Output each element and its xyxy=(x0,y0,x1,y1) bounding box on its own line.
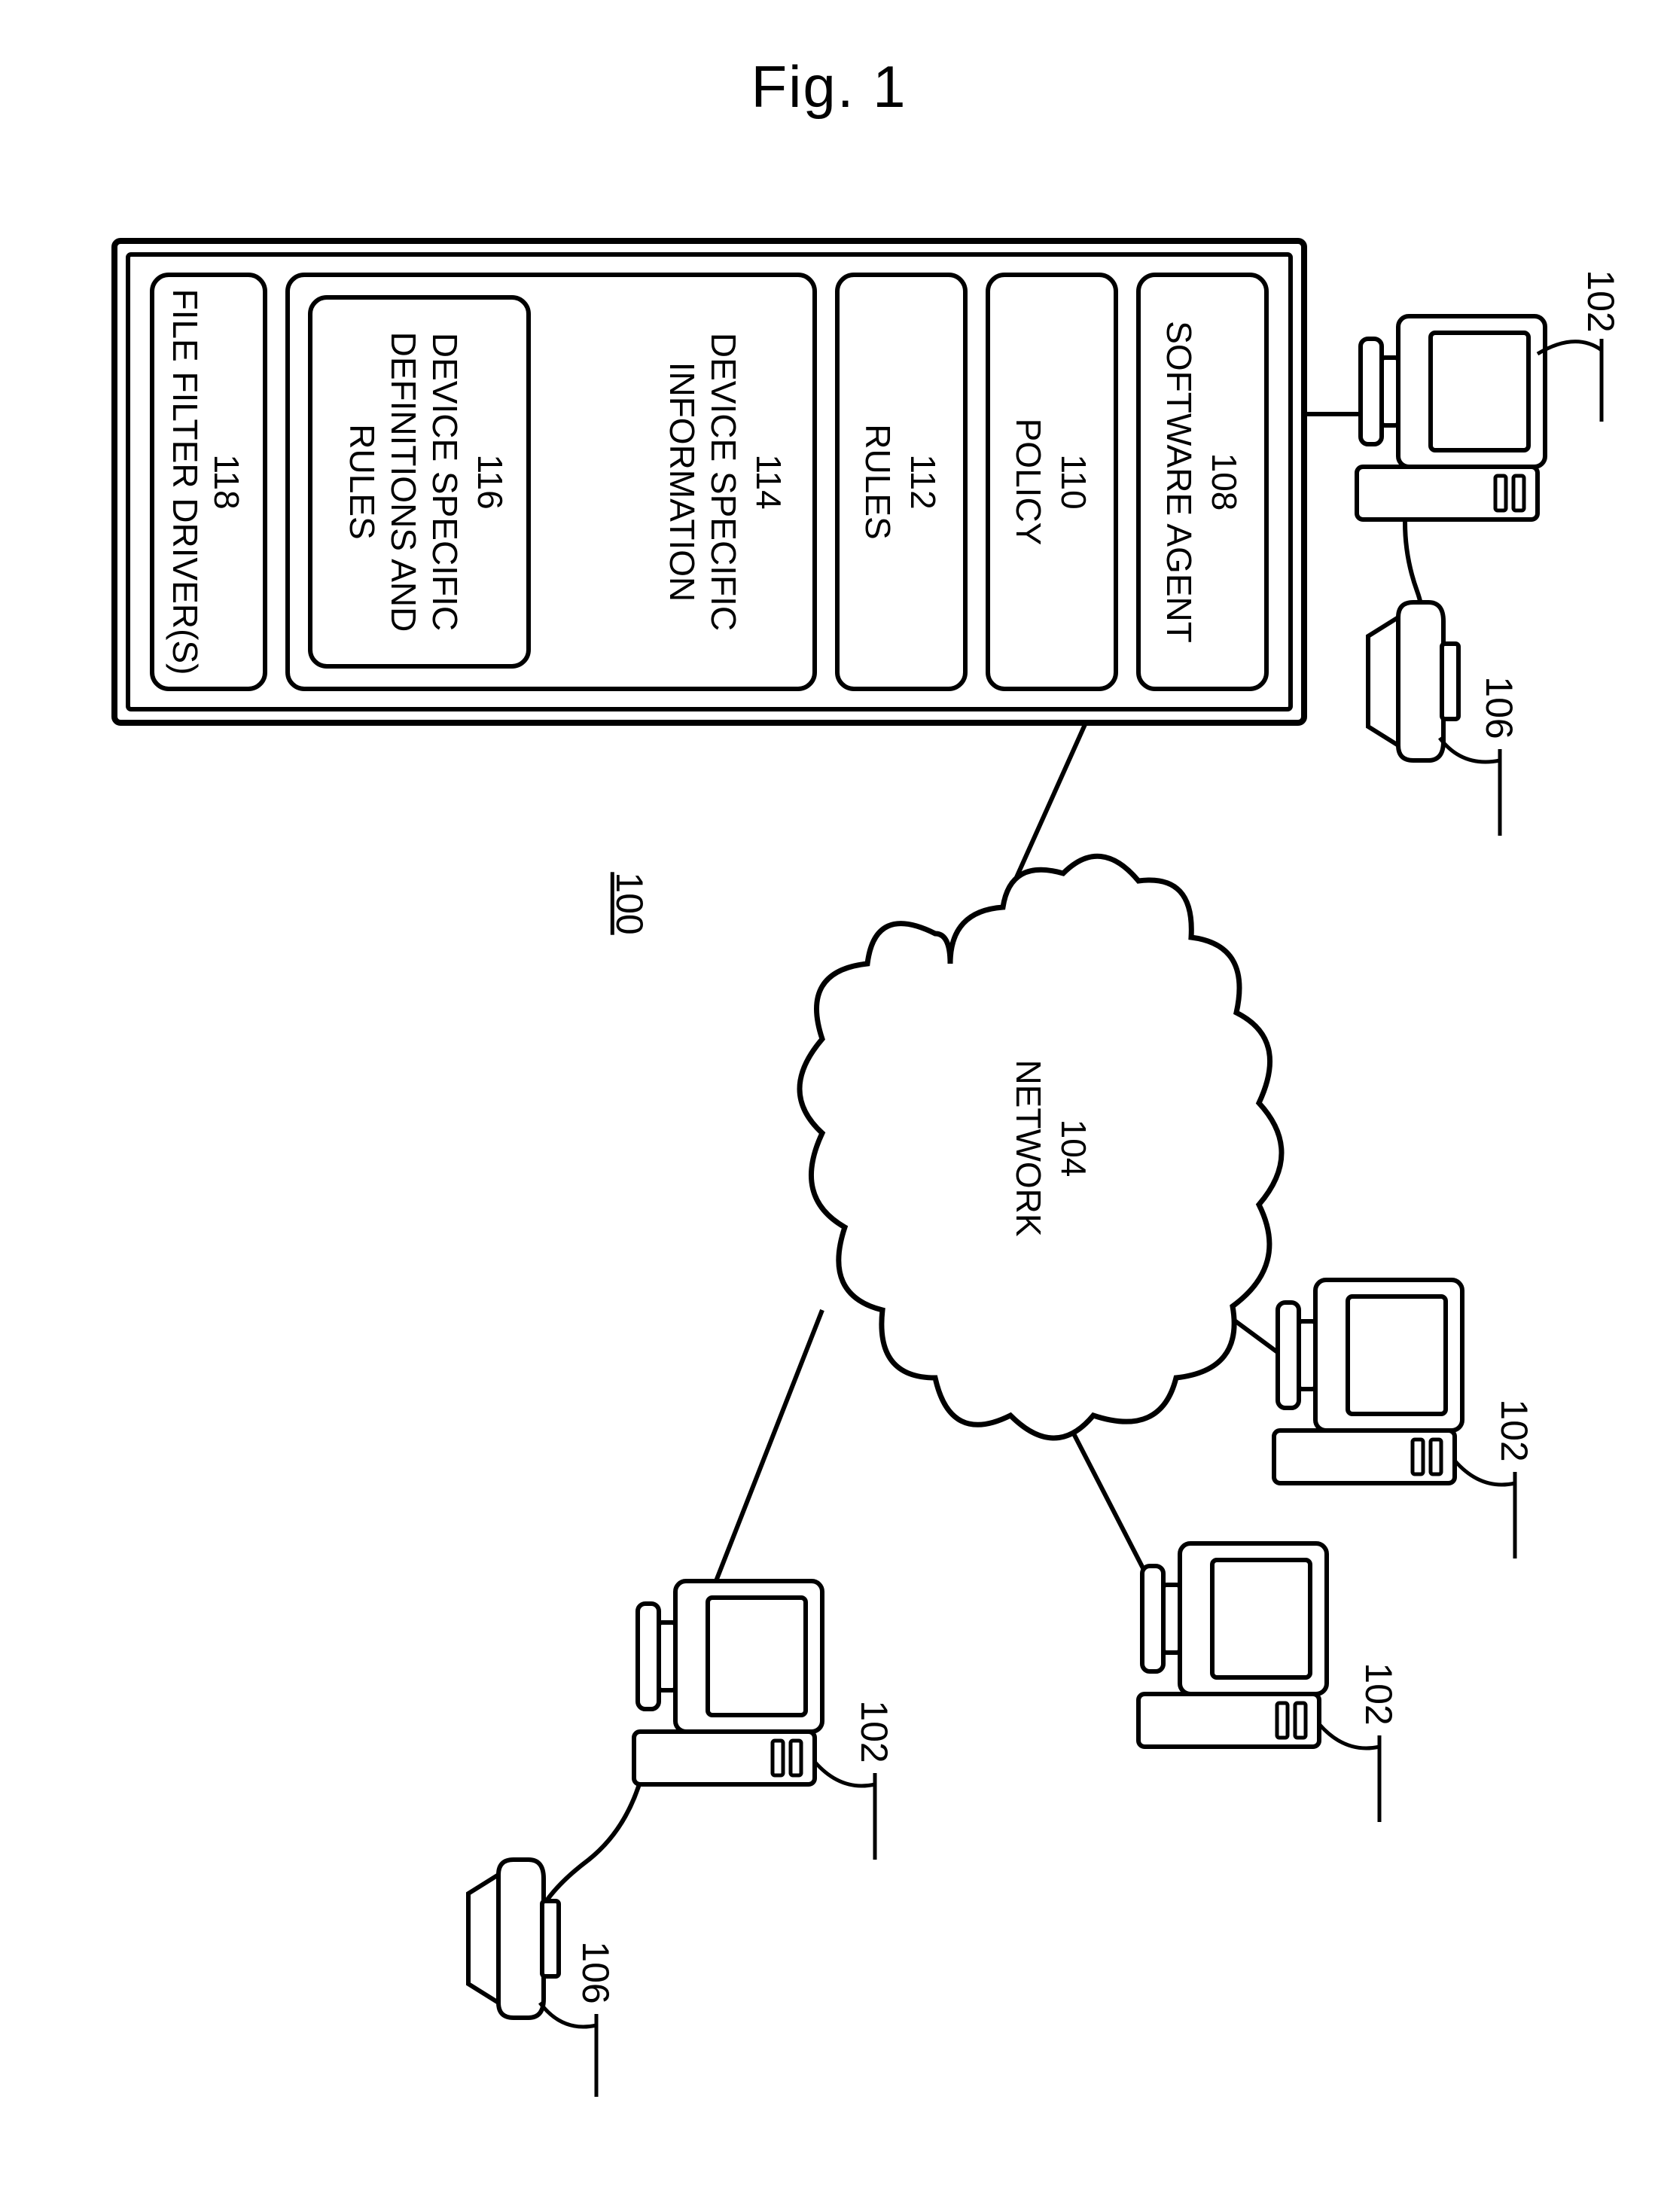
system-ref: 100 xyxy=(608,872,651,934)
policy-label: POLICY xyxy=(1009,419,1048,546)
dev-defs-label1: DEVICE SPECIFIC xyxy=(425,333,465,631)
software-agent-label: SOFTWARE AGENT xyxy=(1160,321,1199,643)
agent-printer: 106 xyxy=(1368,602,1520,836)
dev-info-label2: INFORMATION xyxy=(663,362,702,602)
policy-ref: 110 xyxy=(1054,454,1093,509)
printer-right: 106 xyxy=(468,1860,617,2097)
figure-title: Fig. 1 xyxy=(751,53,907,121)
computer-right-ref: 102 xyxy=(853,1700,895,1763)
computer-top-left-ref: 102 xyxy=(1493,1399,1535,1461)
agent-box: 108 SOFTWARE AGENT 110 POLICY 112 RULES … xyxy=(114,241,1304,723)
computer-top-mid: 102 xyxy=(1138,1543,1400,1822)
computer-top-left: 102 xyxy=(1274,1280,1535,1558)
dev-defs-label2: DEFINITIONS AND xyxy=(384,332,423,632)
agent-computer: 102 xyxy=(1357,270,1622,519)
dev-info-label1: DEVICE SPECIFIC xyxy=(704,333,743,631)
network-ref: 104 xyxy=(1054,1120,1093,1178)
software-agent-ref: 108 xyxy=(1205,453,1244,511)
agent-printer-ref: 106 xyxy=(1478,676,1520,739)
rules-label: RULES xyxy=(858,424,898,539)
computer-right: 102 xyxy=(634,1581,895,1860)
dev-defs-ref: 116 xyxy=(471,454,510,509)
rules-ref: 112 xyxy=(904,454,943,509)
file-filter-ref: 118 xyxy=(207,454,246,509)
agent-computer-ref: 102 xyxy=(1580,270,1622,332)
dev-info-ref: 114 xyxy=(749,454,788,509)
dev-defs-label3: RULES xyxy=(343,424,382,539)
diagram-rotation-wrapper: 104 NETWORK 102 106 xyxy=(30,181,1628,2138)
diagram-canvas: 104 NETWORK 102 106 xyxy=(30,181,1628,2138)
network-cloud: 104 NETWORK xyxy=(800,856,1282,1438)
computer-top-mid-ref: 102 xyxy=(1358,1662,1400,1725)
network-label: NETWORK xyxy=(1009,1059,1048,1236)
printer-right-ref: 106 xyxy=(575,1941,617,2003)
page: Fig. 1 xyxy=(30,30,1628,2182)
file-filter-label: FILE FILTER DRIVER(S) xyxy=(166,289,205,675)
